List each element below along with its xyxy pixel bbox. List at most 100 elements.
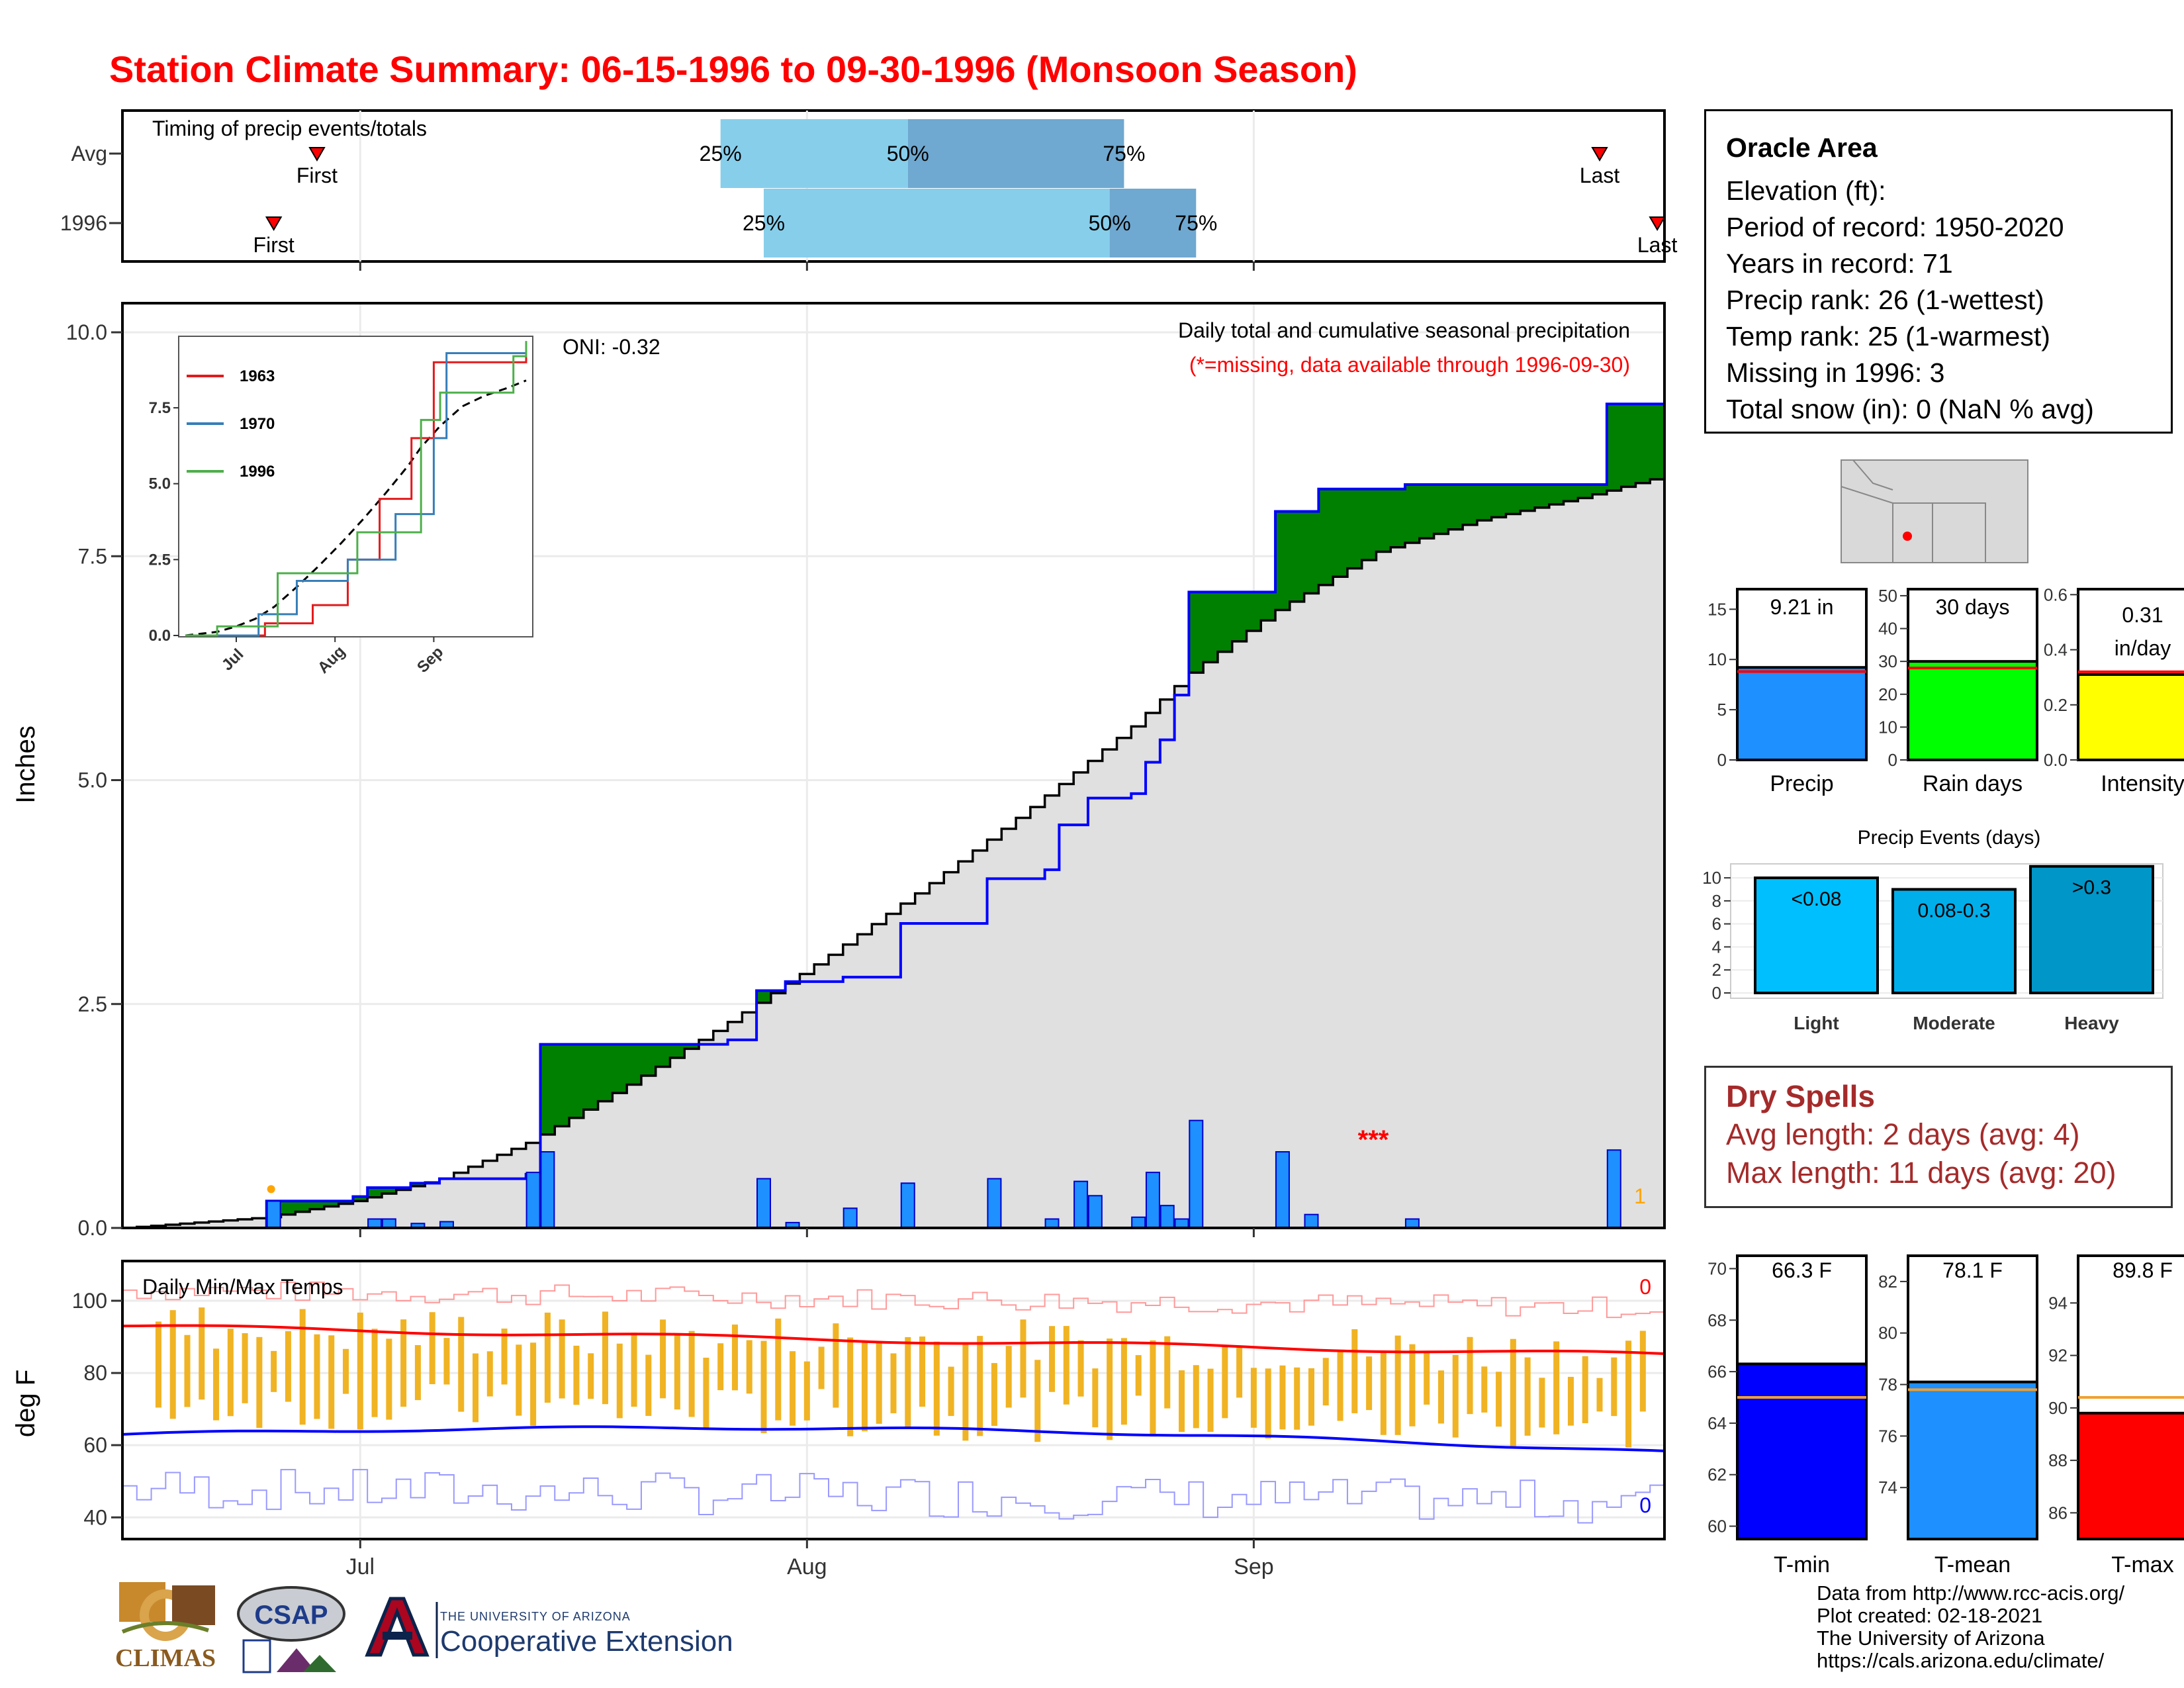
daily-temp-bar (271, 1350, 277, 1392)
daily-temp-bar (1179, 1370, 1185, 1432)
missing-note: (*=missing, data available through 1996-… (1189, 353, 1630, 377)
inset-y-tick-label: 7.5 (149, 399, 171, 417)
above-average-fill (1304, 511, 1319, 594)
temp-bar-y-tick-label: 74 (1878, 1477, 1897, 1497)
precip-y-tick-label: 0.0 (78, 1216, 107, 1240)
mini-bar-value-label: 0.31 (2122, 603, 2163, 627)
temp-bar-y-tick-label: 60 (1707, 1517, 1727, 1536)
inset-series-line (185, 347, 527, 637)
above-average-fill (555, 1044, 570, 1127)
temp-bar-value-label: 89.8 F (2113, 1258, 2173, 1282)
daily-temp-bar (1077, 1340, 1084, 1397)
info-years: Years in record: 71 (1726, 248, 1953, 279)
above-average-fill (1578, 485, 1593, 498)
p25-label: 25% (700, 142, 742, 165)
first-marker (265, 216, 283, 231)
daily-temp-bar (1279, 1365, 1286, 1430)
daily-temp-bar (616, 1343, 623, 1419)
mini-bar-name: Precip (1770, 771, 1833, 796)
daily-temp-bar (588, 1353, 594, 1399)
above-average-fill (1217, 592, 1233, 652)
daily-temp-bar (242, 1333, 248, 1403)
above-average-fill (612, 1044, 627, 1094)
temp-bar-name: T-max (2111, 1552, 2173, 1577)
last-marker (1591, 147, 1608, 162)
daily-temp-bar (155, 1321, 161, 1408)
daily-temp-bar (991, 1363, 997, 1427)
event-bar-light (1754, 876, 1879, 994)
daily-temp-bar (674, 1335, 680, 1410)
daily-temp-bar (962, 1344, 969, 1441)
daily-temp-bar (544, 1312, 551, 1403)
mini-bar-name: Intensity (2101, 771, 2184, 796)
daily-precip-bar (367, 1218, 383, 1229)
above-average-fill (1203, 592, 1218, 663)
average-cumulative-fill (122, 479, 1664, 1228)
info-precip-rank: Precip rank: 26 (1-wettest) (1726, 285, 2044, 315)
temp-bar-value-label: 78.1 F (1942, 1258, 2003, 1282)
daily-temp-bar (1596, 1378, 1603, 1412)
precip-y-tick-label: 10.0 (66, 320, 107, 344)
mini-bar-y-tick-label: 50 (1878, 586, 1897, 606)
events-title: Precip Events (days) (1858, 827, 2041, 849)
daily-temp-bar (890, 1353, 897, 1413)
daily-temp-bar (1452, 1354, 1459, 1438)
svg-text:CSAP: CSAP (254, 1601, 328, 1630)
daily-temp-bar (501, 1329, 508, 1385)
mini-bar-2 (2077, 673, 2184, 761)
inset-legend-label: 1996 (240, 463, 275, 481)
daily-temp-bar (1394, 1335, 1401, 1435)
x-axis-tick-label: Aug (787, 1554, 827, 1579)
above-average-fill (1347, 489, 1363, 569)
university-of-arizona-logo (365, 1597, 438, 1658)
first-label: First (253, 233, 295, 257)
event-category-label: Moderate (1913, 1013, 1995, 1033)
mini-bar-y-tick-label: 30 (1878, 651, 1897, 671)
temp-bar-name: T-min (1774, 1552, 1830, 1577)
above-average-fill (1621, 404, 1637, 487)
daily-temp-bar (299, 1309, 306, 1425)
above-average-fill (1506, 485, 1521, 514)
daily-temp-bar (905, 1336, 911, 1429)
daily-temp-bar (803, 1361, 810, 1421)
daily-temp-bar (213, 1348, 220, 1421)
quartile-bar-50-75 (1109, 189, 1197, 258)
event-category-label: Light (1794, 1013, 1839, 1033)
temp-bar-y-tick-label: 76 (1878, 1426, 1897, 1446)
above-average-fill (324, 1201, 340, 1207)
daily-precip-bar (1304, 1213, 1319, 1229)
first-event-dot (267, 1185, 275, 1194)
daily-temp-bar (429, 1312, 435, 1385)
daily-precip-bar (1189, 1119, 1204, 1229)
above-average-fill (1390, 489, 1406, 547)
source-credits: Data from http://www.rcc-acis.org/ Plot … (1817, 1582, 2124, 1672)
x-axis-tick-label: Sep (1234, 1554, 1274, 1579)
above-average-fill (1232, 592, 1248, 641)
daily-temp-bar (1337, 1350, 1343, 1421)
above-average-fill (1463, 485, 1478, 525)
daily-temp-bar (1150, 1340, 1156, 1437)
events-y-tick-label: 2 (1712, 960, 1721, 980)
mini-bar-y-tick-label: 0.4 (2044, 640, 2068, 660)
daily-precip-bar (1174, 1218, 1189, 1229)
season-cumulative-line (122, 402, 1664, 1229)
daily-temp-bar (1625, 1340, 1632, 1448)
temp-y-tick-label: 100 (72, 1289, 107, 1313)
daily-precip-bar (381, 1218, 396, 1229)
daily-precip-bar (540, 1150, 555, 1229)
daily-temp-bar (1207, 1368, 1214, 1432)
daily-temp-bar (1582, 1356, 1588, 1423)
above-average-fill (1535, 485, 1550, 508)
daily-precip-bar (1044, 1218, 1060, 1229)
above-average-fill (598, 1044, 613, 1102)
mini-bar-y-tick-label: 0.0 (2044, 750, 2068, 770)
daily-temp-bar (1107, 1338, 1113, 1440)
cooperative-extension-label: Cooperative Extension (440, 1625, 733, 1658)
events-y-tick-label: 8 (1712, 891, 1721, 911)
above-average-fill (1318, 489, 1334, 585)
daily-precip-bar (900, 1182, 915, 1229)
above-average-fill (410, 1183, 426, 1186)
daily-temp-bar (1308, 1368, 1314, 1426)
daily-temp-bar (919, 1336, 926, 1407)
temp-panel-title: Daily Min/Max Temps (142, 1275, 343, 1299)
